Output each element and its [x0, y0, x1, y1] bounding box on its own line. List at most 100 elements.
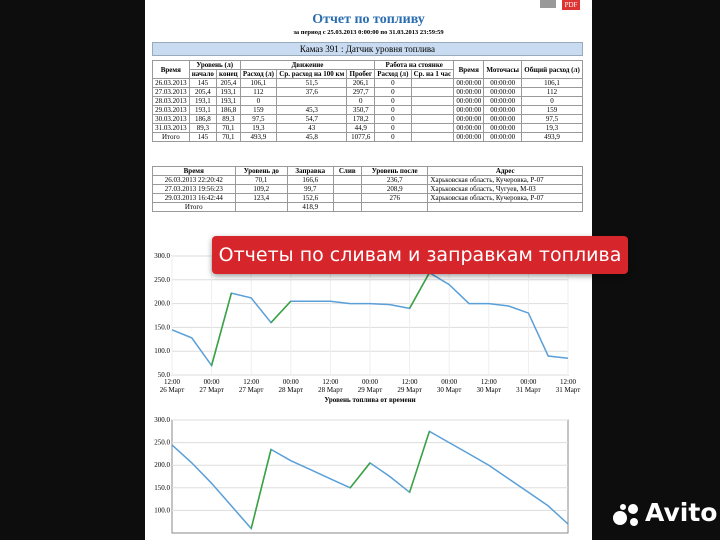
table-cell: [332, 184, 362, 194]
table-cell: [410, 123, 455, 133]
table-cell: Итого: [152, 132, 190, 142]
table-cell: 89,3: [216, 114, 241, 124]
table-cell: [234, 202, 289, 212]
fuel-line: [210, 272, 431, 366]
x-tick-label: 27 Март: [199, 386, 224, 394]
y-tick-label: 250.0: [154, 439, 170, 447]
section-title: Камаз 391 : Датчик уровня топлива: [152, 42, 583, 56]
table-cell: 70,1: [234, 175, 289, 185]
table-row: 27.03.2013 205,4 193,1 112 37,6 297,7 0 00:00:0…: [152, 87, 583, 97]
header-row: Время Уровень до Заправка Слив Уровень после…: [152, 166, 583, 176]
report: Отчет по топливу за период с 25.03.2013 …: [145, 0, 592, 540]
table-cell: 145: [188, 78, 218, 88]
table-row: Итого 418,9: [152, 202, 583, 212]
y-tick-label: 300.0: [154, 416, 170, 424]
table-row: 27.03.2013 19:56:23 109,2 99,7 208,9 Харьков…: [152, 184, 583, 194]
header-cell: Слив: [332, 166, 362, 176]
table-cell: 0: [239, 96, 278, 106]
table-cell: 276: [360, 193, 429, 203]
table-cell: 0: [374, 105, 412, 115]
header-cell: Уровень (л): [188, 60, 241, 70]
table-cell: 205,4: [216, 78, 241, 88]
table-row: 26.03.2013 22:20:42 70,1 166,6 236,7 Харьков…: [152, 175, 583, 185]
promo-banner: Отчеты по сливам и заправкам топлива: [212, 236, 628, 274]
table-cell: 97,5: [521, 114, 583, 124]
table-row: 30.03.2013 186,8 89,3 97,5 54,7 178,2 0 00:00:0…: [152, 114, 583, 124]
logo-dot: [620, 504, 626, 510]
table-cell: 152,6: [287, 193, 334, 203]
header-cell: Ср. на 1 час: [410, 69, 455, 79]
pdf-icon[interactable]: [562, 0, 580, 10]
watermark-logo: [613, 504, 638, 526]
table-cell: 418,9: [287, 202, 334, 212]
header-cell: Работа на стоянке: [374, 60, 455, 70]
table-cell: 205,4: [188, 87, 218, 97]
header-cell: Уровень до: [234, 166, 289, 176]
table-cell: 159: [239, 105, 278, 115]
table-cell: 45,3: [276, 105, 348, 115]
x-tick-label: 12:00: [322, 378, 338, 386]
table-cell: [410, 78, 455, 88]
table-cell: [410, 132, 455, 142]
header-cell: Моточасы: [483, 60, 523, 79]
x-tick-label: 00:00: [204, 378, 220, 386]
table-cell: [410, 87, 455, 97]
table-cell: 193,1: [188, 105, 218, 115]
x-tick-label: 29 Март: [358, 386, 383, 394]
print-icon[interactable]: [540, 0, 556, 8]
y-tick-label: 100.0: [154, 347, 170, 355]
table-cell: 193,1: [188, 96, 218, 106]
table-cell: 00:00:00: [453, 96, 485, 106]
table-cell: 206,1: [346, 78, 376, 88]
table-cell: 00:00:00: [483, 123, 523, 133]
table-cell: 00:00:00: [453, 105, 485, 115]
header-cell: Заправка: [287, 166, 334, 176]
table-row: 26.03.2013 145 205,4 106,1 51,5 206,1 0 00:00:0…: [152, 78, 583, 88]
x-tick-label: 00:00: [520, 378, 536, 386]
x-tick-label: 31 Март: [516, 386, 541, 394]
table-cell: 00:00:00: [453, 123, 485, 133]
table-row: Итого 145 70,1 493,9 45,8 1077,6 0 00:00:00 00:0…: [152, 132, 583, 142]
x-tick-label: 30 Март: [477, 386, 502, 394]
x-tick-label: 30 Март: [437, 386, 462, 394]
header-cell: начало: [188, 69, 218, 79]
refuel-table: Время Уровень до Заправка Слив Уровень после…: [152, 166, 583, 212]
header-cell: Ср. расход на 100 км: [276, 69, 348, 79]
table-cell: 493,9: [239, 132, 278, 142]
table-row: 29.03.2013 193,1 186,8 159 45,3 350,7 0 00:00:0…: [152, 105, 583, 115]
table-cell: 28.03.2013: [152, 96, 190, 106]
logo-dot: [613, 511, 627, 525]
y-tick-label: 150.0: [154, 323, 170, 331]
x-tick-label: 12:00: [164, 378, 180, 386]
logo-dot: [630, 518, 638, 526]
table-cell: 208,9: [360, 184, 429, 194]
y-tick-label: 300.0: [154, 252, 170, 260]
header-cell: Время: [453, 60, 485, 79]
header-cell: Пробег: [346, 69, 376, 79]
x-tick-label: 00:00: [441, 378, 457, 386]
table-cell: 29.03.2013: [152, 105, 190, 115]
x-tick-label: 27 Март: [239, 386, 264, 394]
table-cell: [276, 96, 348, 106]
table-cell: 166,6: [287, 175, 334, 185]
header-cell: Расход (л): [374, 69, 412, 79]
table-cell: 31.03.2013: [152, 123, 190, 133]
toolbar-icons: PDF: [540, 0, 580, 10]
header-cell: Движение: [239, 60, 376, 70]
table-cell: [332, 193, 362, 203]
x-tick-label: 00:00: [362, 378, 378, 386]
table-cell: [410, 114, 455, 124]
table-cell: 493,9: [521, 132, 583, 142]
table-cell: 109,2: [234, 184, 289, 194]
table-cell: 1077,6: [346, 132, 376, 142]
header-row: начало конец Расход (л) Ср. расход на 100 к…: [153, 69, 583, 79]
fuel-line: [171, 271, 569, 368]
table-cell: 26.03.2013: [152, 78, 190, 88]
table-cell: 97,5: [239, 114, 278, 124]
table-cell: [410, 96, 455, 106]
table-cell: 0: [374, 87, 412, 97]
table-cell: 89,3: [188, 123, 218, 133]
table-cell: 236,7: [360, 175, 429, 185]
header-cell: Время: [152, 166, 236, 176]
